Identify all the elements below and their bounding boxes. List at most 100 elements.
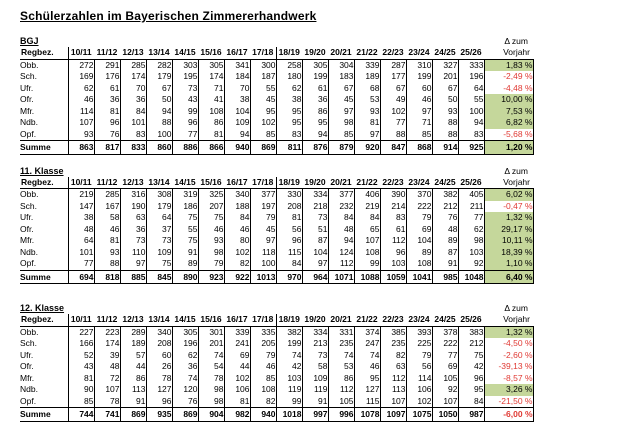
year-value-cell: 310 (406, 59, 433, 71)
year-value-cell: 43 (172, 94, 199, 106)
row-ofr: Ofr. 48 46 36 37 55 46 46 45 56 51 48 65 61 69 48 62 29,1… (20, 223, 534, 235)
year-value-cell: 109 (302, 372, 329, 384)
year-value-cell: 75 (458, 349, 485, 361)
delta-header-line2: Vorjahr (484, 47, 533, 60)
year-value-cell: 50 (146, 94, 173, 106)
year-column-header: 10/11 (68, 176, 94, 189)
year-value-cell: 225 (406, 338, 433, 350)
year-value-cell: 869 (250, 140, 277, 155)
year-value-cell: 330 (276, 188, 303, 201)
year-column-header: 16/17 (224, 314, 250, 327)
year-value-cell: 72 (94, 372, 121, 384)
year-value-cell: 46 (224, 223, 251, 235)
delta-cell: 1,32 % (484, 212, 534, 224)
year-value-cell: 341 (224, 59, 251, 71)
region-column-header: Regbez. (20, 47, 69, 60)
year-value-cell: 377 (328, 188, 355, 201)
data-table: Regbez. 10/11 11/12 12/13 13/14 14/15 15/16 16/… (20, 176, 534, 285)
year-value-cell: 85 (250, 372, 277, 384)
year-value-cell: 51 (302, 223, 329, 235)
year-value-cell: 970 (276, 269, 303, 284)
year-value-cell: 85 (406, 128, 433, 141)
year-column-header: 20/21 (328, 176, 354, 189)
year-value-cell: 282 (146, 59, 173, 71)
year-value-cell: 227 (68, 326, 95, 338)
year-value-cell: 81 (68, 372, 95, 384)
year-value-cell: 879 (328, 140, 355, 155)
year-value-cell: 106 (406, 384, 433, 396)
year-value-cell: 95 (276, 117, 303, 129)
year-value-cell: 222 (406, 200, 433, 212)
year-value-cell: 58 (94, 212, 121, 224)
year-value-cell: 84 (120, 105, 147, 117)
year-value-cell: 86 (120, 372, 147, 384)
year-value-cell: 964 (302, 269, 329, 284)
year-value-cell: 48 (94, 361, 121, 373)
year-value-cell: 112 (328, 384, 355, 396)
year-value-cell: 45 (250, 94, 277, 106)
year-value-cell: 44 (224, 361, 251, 373)
year-value-cell: 93 (198, 235, 225, 247)
year-value-cell: 48 (68, 223, 95, 235)
year-value-cell: 97 (120, 258, 147, 270)
year-column-header: 18/19 (276, 176, 302, 189)
year-value-cell: 26 (146, 361, 173, 373)
year-value-cell: 84 (276, 258, 303, 270)
year-value-cell: 97 (302, 258, 329, 270)
row-opf: Opf. 77 88 97 75 89 79 82 100 84 97 112 99 103 108 91 92… (20, 258, 534, 270)
year-column-header: 17/18 (250, 176, 277, 189)
year-value-cell: 100 (250, 258, 277, 270)
year-value-cell: 188 (224, 200, 251, 212)
year-value-cell: 60 (406, 82, 433, 94)
region-label: Summe (20, 407, 69, 422)
year-value-cell: 212 (458, 338, 485, 350)
year-value-cell: 101 (68, 246, 95, 258)
year-value-cell: 77 (68, 258, 95, 270)
year-value-cell: 56 (276, 223, 303, 235)
year-column-header: 18/19 (276, 314, 302, 327)
year-value-cell: 940 (250, 407, 277, 422)
year-value-cell: 289 (120, 326, 147, 338)
year-value-cell: 1075 (406, 407, 433, 422)
year-value-cell: 92 (432, 384, 459, 396)
year-value-cell: 78 (94, 395, 121, 408)
year-value-cell: 382 (276, 326, 303, 338)
year-value-cell: 207 (198, 200, 225, 212)
year-value-cell: 108 (354, 246, 381, 258)
row-ufr: Ufr. 52 39 57 60 62 74 69 79 74 73 74 74 82 79 77 75 -2,6… (20, 349, 534, 361)
year-value-cell: 100 (146, 128, 173, 141)
year-value-cell: 169 (68, 71, 95, 83)
region-label: Mfr. (20, 372, 69, 384)
year-value-cell: 70 (224, 82, 251, 94)
year-value-cell: 334 (302, 188, 329, 201)
year-value-cell: 83 (380, 212, 407, 224)
year-value-cell: 319 (172, 188, 199, 201)
year-column-header: 22/23 (380, 47, 406, 60)
year-value-cell: 211 (458, 200, 485, 212)
year-value-cell: 85 (250, 128, 277, 141)
year-value-cell: 304 (328, 59, 355, 71)
year-value-cell: 1050 (432, 407, 459, 422)
year-value-cell: 70 (120, 82, 147, 94)
year-value-cell: 98 (198, 384, 225, 396)
year-value-cell: 73 (302, 212, 329, 224)
row-sch: Sch. 169 176 174 179 195 174 184 187 180 199 183 189… (20, 71, 534, 83)
year-value-cell: 71 (198, 82, 225, 94)
year-column-header: 24/25 (432, 47, 458, 60)
row-ofr: Ofr. 43 48 44 26 36 54 44 46 42 58 53 46 63 56 69 42 -39,… (20, 361, 534, 373)
year-value-cell: 64 (458, 82, 485, 94)
year-value-cell: 82 (250, 395, 277, 408)
year-value-cell: 107 (94, 384, 121, 396)
year-value-cell: 101 (120, 117, 147, 129)
year-column-header: 13/14 (146, 176, 172, 189)
year-value-cell: 195 (172, 71, 199, 83)
year-value-cell: 287 (380, 59, 407, 71)
year-column-header: 24/25 (432, 176, 458, 189)
data-table: Regbez. 10/11 11/12 12/13 13/14 14/15 15/16 16/… (20, 47, 534, 155)
year-value-cell: 196 (172, 338, 199, 350)
year-value-cell: 370 (406, 188, 433, 201)
year-value-cell: 93 (68, 128, 95, 141)
year-value-cell: 99 (172, 105, 199, 117)
year-column-header: 13/14 (146, 47, 172, 60)
year-value-cell: 107 (68, 117, 95, 129)
